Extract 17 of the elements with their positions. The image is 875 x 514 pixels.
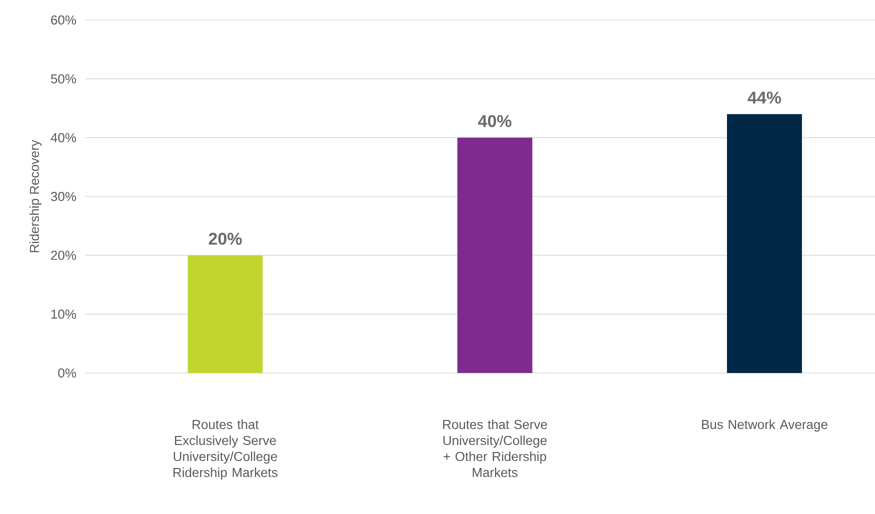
data-label: 20% [208,232,242,245]
bar [726,114,802,373]
y-tick-label: 40% [50,133,76,142]
bar [188,255,263,373]
y-tick-label: 60% [51,15,76,25]
y-tick-label: 50% [50,74,76,84]
bar [457,138,532,373]
y-tick-label: 10% [51,310,76,319]
y-tick-label: 0% [58,368,76,378]
y-tick-label: 20% [51,250,76,260]
x-tick-label: Bus Network Average [702,420,828,432]
x-tick-label: Routes that Serve University/College + Other Ridership Markets [443,420,547,478]
x-tick-label: Routes that Exclusively Serve University/College Ridership Markets [174,420,278,480]
y-axis-title: Ridership Recovery [29,140,42,252]
y-tick-label: 30% [50,192,76,202]
data-label: 44% [748,92,782,104]
data-label: 40% [478,115,512,128]
